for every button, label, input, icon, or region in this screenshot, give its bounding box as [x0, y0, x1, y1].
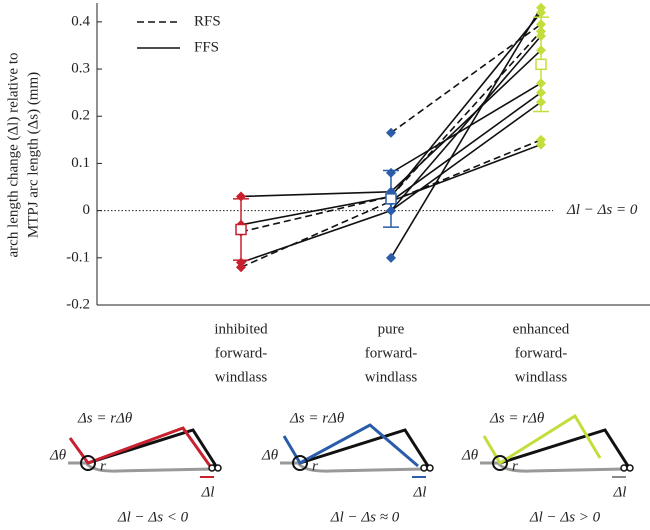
mean-marker — [535, 58, 547, 71]
x-tick-label: windlass — [365, 369, 418, 385]
equation: Δs = rΔθ — [289, 410, 345, 426]
legend-label: FFS — [194, 39, 219, 55]
x-tick-label: forward- — [515, 345, 567, 361]
base-arc — [480, 461, 626, 473]
subject-line — [390, 7, 542, 259]
mean-marker — [235, 223, 247, 236]
length-label: Δl — [613, 484, 627, 500]
y-tick-label: 0 — [83, 202, 91, 218]
x-tick-label: windlass — [515, 369, 568, 385]
subject-line — [390, 82, 542, 174]
colored-arch — [68, 426, 212, 467]
radius-label: r — [512, 458, 518, 474]
angle-label: Δθ — [461, 447, 479, 463]
black-arch — [499, 428, 630, 467]
y-axis-label: arch length change (Δl) relative to — [5, 53, 21, 258]
joint-end — [426, 464, 434, 472]
y-axis-label: MTPJ arc length (Δs) (mm) — [25, 72, 41, 238]
subject-point — [386, 252, 396, 263]
joint-end — [208, 464, 216, 472]
y-tick-label: -0.1 — [66, 249, 90, 265]
y-tick-label: 0.2 — [71, 108, 90, 124]
joint-end — [214, 464, 222, 472]
subject-line — [390, 92, 542, 202]
subject-point — [536, 139, 546, 150]
x-tick-label: forward- — [365, 345, 417, 361]
reference-label: Δl − Δs = 0 — [566, 202, 638, 218]
radius-label: r — [100, 458, 106, 474]
colored-arch — [482, 413, 602, 466]
x-tick-label: enhanced — [513, 321, 570, 337]
equation: Δs = rΔθ — [77, 410, 133, 426]
length-label: Δl — [413, 484, 427, 500]
base-arc — [68, 461, 214, 473]
diagram-caption: Δl − Δs ≈ 0 — [330, 509, 400, 525]
x-tick-label: inhibited — [214, 321, 268, 337]
joint — [492, 455, 508, 471]
y-tick-label: 0.1 — [71, 155, 90, 171]
base-arc — [280, 461, 426, 473]
diagram-caption: Δl − Δs < 0 — [117, 509, 189, 525]
joint-end — [620, 464, 628, 472]
legend-label: RFS — [194, 13, 221, 29]
joint — [80, 455, 96, 471]
y-tick-label: -0.2 — [66, 296, 90, 312]
subject-line — [390, 101, 542, 212]
x-tick-label: windlass — [215, 369, 268, 385]
colored-arch — [282, 423, 419, 468]
x-tick-label: pure — [378, 321, 405, 337]
length-label: Δl — [201, 484, 215, 500]
joint — [292, 455, 308, 471]
subject-line — [240, 35, 542, 264]
subject-point — [536, 2, 546, 13]
black-arch — [87, 428, 218, 467]
subject-line — [390, 143, 542, 202]
black-arch — [299, 428, 430, 467]
mean-marker — [385, 193, 397, 205]
equation: Δs = rΔθ — [489, 410, 545, 426]
joint-end — [420, 464, 428, 472]
angle-label: Δθ — [49, 447, 67, 463]
diagram-caption: Δl − Δs > 0 — [529, 509, 601, 525]
radius-label: r — [312, 458, 318, 474]
subject-point — [386, 127, 396, 138]
y-tick-label: 0.4 — [71, 13, 90, 29]
angle-label: Δθ — [261, 447, 279, 463]
y-tick-label: 0.3 — [71, 61, 90, 77]
joint-end — [626, 464, 634, 472]
x-tick-label: forward- — [215, 345, 267, 361]
